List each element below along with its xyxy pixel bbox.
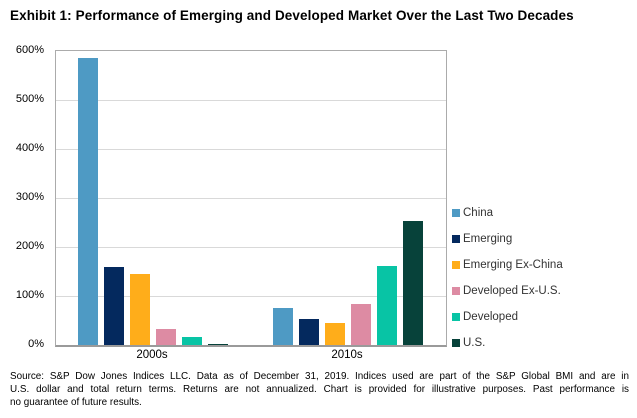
y-tick-label-300: 300% [15,191,44,203]
bar-u-s-2010s [403,220,423,345]
legend-label: Developed [463,311,518,323]
bar-developed-ex-u-s-2010s [351,303,371,345]
bar-emerging-2010s [299,319,319,345]
source-note-line: U.S. dollar and total return terms. Retu… [10,384,629,395]
y-axis: 600% 500% 400% 300% 200% 100% 0% [0,0,50,418]
legend-swatch-china [452,209,460,217]
x-axis-label-2000s: 2000s [136,349,168,361]
source-note-line: Source: S&P Dow Jones Indices LLC. Data … [10,371,629,382]
source-note-line: no guarantee of future results. [10,397,142,408]
legend-item-emerging-ex-china: Emerging Ex-China [452,252,563,278]
y-tick-label-0: 0% [28,338,44,350]
legend-label: Emerging [463,233,513,245]
bar-group-2010s [273,51,423,345]
legend-swatch-emerging [452,235,460,243]
gridline-200 [56,247,446,248]
bar-emerging-2000s [104,266,124,345]
legend-item-developed: Developed [452,304,563,330]
gridline-400 [56,149,446,150]
bar-china-2000s [78,58,98,345]
gridline-100 [56,296,446,297]
legend-swatch-developed [452,313,460,321]
legend-item-u-s: U.S. [452,330,563,356]
bar-developed-2000s [182,336,202,345]
y-tick-label-600: 600% [15,44,44,56]
y-tick-label-500: 500% [15,93,44,105]
bar-emerging-ex-china-2010s [325,323,345,345]
legend-item-emerging: Emerging [452,226,563,252]
y-tick-label-400: 400% [15,142,44,154]
x-axis-label-2010s: 2010s [331,349,363,361]
bar-china-2010s [273,308,293,345]
legend-swatch-developed-ex-u-s [452,287,460,295]
legend-item-china: China [452,200,563,226]
chart-title: Exhibit 1: Performance of Emerging and D… [10,8,574,23]
y-tick-label-100: 100% [15,289,44,301]
gridline-500 [56,100,446,101]
source-note: Source: S&P Dow Jones Indices LLC. Data … [10,370,629,409]
bar-group-2000s [78,51,228,345]
legend: China Emerging Emerging Ex-China Developed … [452,200,563,356]
bar-developed-2010s [377,266,397,345]
legend-label: Emerging Ex-China [463,259,563,271]
bar-emerging-ex-china-2000s [130,273,150,345]
bar-u-s-2000s [208,343,228,345]
bar-developed-ex-u-s-2000s [156,329,176,345]
legend-item-developed-ex-u-s: Developed Ex-U.S. [452,278,563,304]
gridline-300 [56,198,446,199]
legend-label: China [463,207,494,219]
legend-swatch-u-s [452,339,460,347]
y-tick-label-200: 200% [15,240,44,252]
plot-area [55,50,447,347]
legend-label: U.S. [463,337,486,349]
legend-label: Developed Ex-U.S. [463,285,561,297]
legend-swatch-emerging-ex-china [452,261,460,269]
